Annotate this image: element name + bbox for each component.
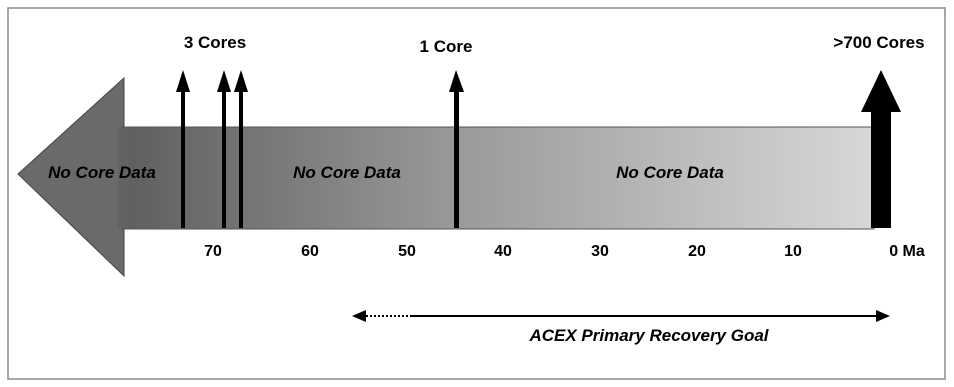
region-label-right: No Core Data: [616, 163, 724, 182]
axis-ticks: 70 60 50 40 30 20 10 0 Ma: [204, 243, 925, 260]
tick-60: 60: [301, 243, 319, 260]
goal-label: ACEX Primary Recovery Goal: [528, 326, 769, 345]
region-label-left: No Core Data: [48, 163, 156, 182]
tick-70: 70: [204, 243, 222, 260]
core-arrow-67ma: [234, 70, 248, 228]
label-1-core: 1 Core: [420, 37, 473, 56]
tick-10: 10: [784, 243, 802, 260]
region-label-middle: No Core Data: [293, 163, 401, 182]
core-arrow-45ma: [449, 70, 464, 228]
arrow-seam: [118, 128, 128, 228]
tick-50: 50: [398, 243, 416, 260]
core-arrow-73ma: [176, 70, 190, 228]
label-700-cores: >700 Cores: [833, 33, 924, 52]
core-arrow-recent-thick: [861, 70, 901, 228]
tick-40: 40: [494, 243, 512, 260]
tick-30: 30: [591, 243, 609, 260]
label-3-cores: 3 Cores: [184, 33, 246, 52]
arrow-body: [121, 126, 875, 230]
goal-range-arrow: [352, 310, 890, 322]
core-arrow-69ma: [217, 70, 231, 228]
tick-0-ma: 0 Ma: [889, 243, 925, 260]
tick-20: 20: [688, 243, 706, 260]
